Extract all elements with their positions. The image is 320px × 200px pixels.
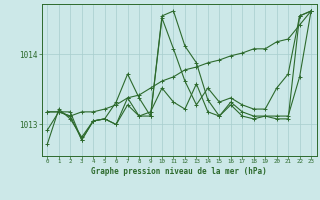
X-axis label: Graphe pression niveau de la mer (hPa): Graphe pression niveau de la mer (hPa) <box>91 167 267 176</box>
